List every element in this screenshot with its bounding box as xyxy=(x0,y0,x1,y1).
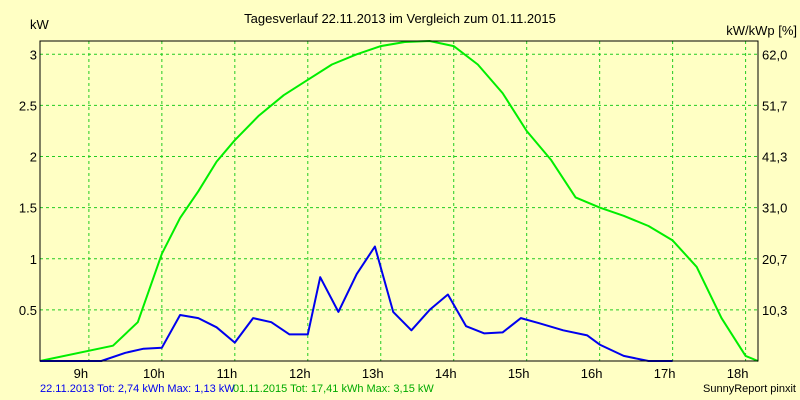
footer-credit: SunnyReport pinxit xyxy=(703,383,796,395)
y-left-tick-label: 1 xyxy=(30,252,37,267)
x-tick-label: 12h xyxy=(289,366,311,381)
grid-layer xyxy=(40,41,758,361)
y-left-tick-label: 0.5 xyxy=(19,303,37,318)
y-right-tick-label: 51,7 xyxy=(762,98,787,113)
footer-series-2: 01.11.2015 Tot: 17,41 kWh Max: 3,15 kW xyxy=(233,383,434,395)
x-tick-label: 11h xyxy=(216,366,237,381)
y-left-tick-label: 3 xyxy=(30,47,37,62)
left-axis-unit: kW xyxy=(30,17,50,32)
y-left-tick-label: 2 xyxy=(30,150,37,165)
x-tick-label: 15h xyxy=(508,366,530,381)
x-tick-label: 13h xyxy=(362,366,384,381)
x-tick-label: 16h xyxy=(581,366,603,381)
tick-label-layer: 9h 10h 11h 12h 13h 14h 15h 16h 17h 18h 0.5 1 1.5 2 2.5… xyxy=(19,47,787,381)
right-axis-unit: kW/kWp [%] xyxy=(726,23,797,38)
x-tick-label: 17h xyxy=(654,366,676,381)
plot-frame xyxy=(39,40,759,362)
y-right-tick-label: 10,3 xyxy=(762,303,787,318)
series-line-2 xyxy=(40,245,673,362)
x-tick-label: 10h xyxy=(143,366,165,381)
y-right-tick-label: 31,0 xyxy=(762,201,787,216)
x-tick-label: 18h xyxy=(727,366,749,381)
y-right-tick-label: 41,3 xyxy=(762,150,787,165)
y-right-tick-label: 62,0 xyxy=(762,47,787,62)
y-right-tick-label: 20,7 xyxy=(762,252,787,267)
y-left-tick-label: 1.5 xyxy=(19,201,37,216)
plot-area xyxy=(40,41,758,361)
y-left-tick-label: 2.5 xyxy=(19,98,37,113)
x-tick-label: 14h xyxy=(435,366,457,381)
chart-title: Tagesverlauf 22.11.2013 im Vergleich zum… xyxy=(244,11,556,26)
footer-series-1: 22.11.2013 Tot: 2,74 kWh Max: 1,13 kW xyxy=(40,383,235,395)
x-tick-label: 9h xyxy=(74,366,88,381)
